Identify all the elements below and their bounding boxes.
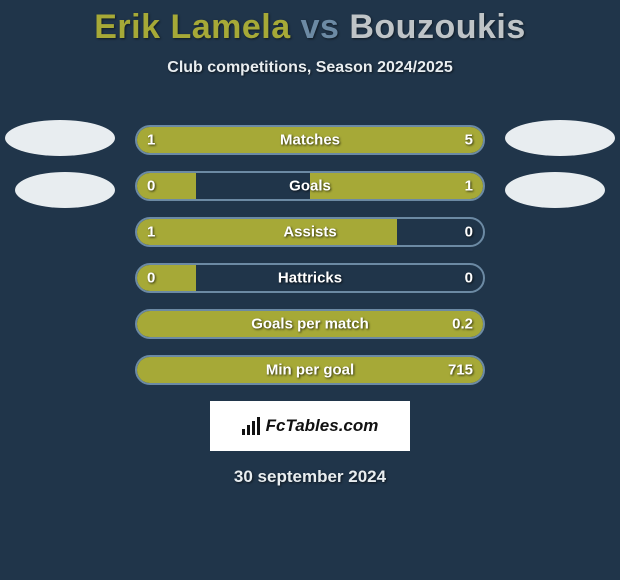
title-player-b: Bouzoukis (349, 8, 525, 46)
bar-container: 0 1 Goals (135, 171, 485, 201)
bar-right-fill (310, 173, 483, 199)
title-vs: vs (301, 8, 340, 46)
stat-row: 1 5 Matches (0, 125, 620, 155)
brand-badge: FcTables.com (210, 401, 410, 451)
value-right: 0.2 (452, 316, 473, 333)
stat-row: 0 1 Goals (0, 171, 620, 201)
subtitle: Club competitions, Season 2024/2025 (0, 59, 620, 77)
stat-row: 1 0 Assists (0, 217, 620, 247)
value-right: 0 (465, 224, 473, 241)
comparison-chart: 1 5 Matches 0 1 Goals 1 0 Assists 0 0 Hattricks 0.2 G… (0, 125, 620, 385)
bar-container: 0.2 Goals per match (135, 309, 485, 339)
stat-label: Assists (283, 224, 336, 241)
stat-row: 715 Min per goal (0, 355, 620, 385)
value-right: 5 (465, 132, 473, 149)
value-left: 0 (147, 270, 155, 287)
value-left: 0 (147, 178, 155, 195)
value-right: 715 (448, 362, 473, 379)
bar-left-fill (137, 219, 397, 245)
value-right: 1 (465, 178, 473, 195)
footer-date: 30 september 2024 (0, 467, 620, 487)
stat-label: Hattricks (278, 270, 342, 287)
bar-container: 1 5 Matches (135, 125, 485, 155)
bar-container: 715 Min per goal (135, 355, 485, 385)
value-left: 1 (147, 224, 155, 241)
page-title: Erik Lamela vs Bouzoukis (0, 0, 620, 47)
stat-label: Goals (289, 178, 331, 195)
stat-label: Goals per match (251, 316, 369, 333)
stat-label: Matches (280, 132, 340, 149)
bar-left-fill (137, 265, 196, 291)
bar-container: 1 0 Assists (135, 217, 485, 247)
stat-row: 0 0 Hattricks (0, 263, 620, 293)
value-right: 0 (465, 270, 473, 287)
bar-left-fill (137, 173, 196, 199)
brand-text: FcTables.com (266, 416, 379, 436)
stat-row: 0.2 Goals per match (0, 309, 620, 339)
value-left: 1 (147, 132, 155, 149)
title-player-a: Erik Lamela (94, 8, 290, 46)
bar-container: 0 0 Hattricks (135, 263, 485, 293)
stat-label: Min per goal (266, 362, 354, 379)
bar-left-fill (137, 127, 196, 153)
brand-bars-icon (242, 417, 260, 435)
